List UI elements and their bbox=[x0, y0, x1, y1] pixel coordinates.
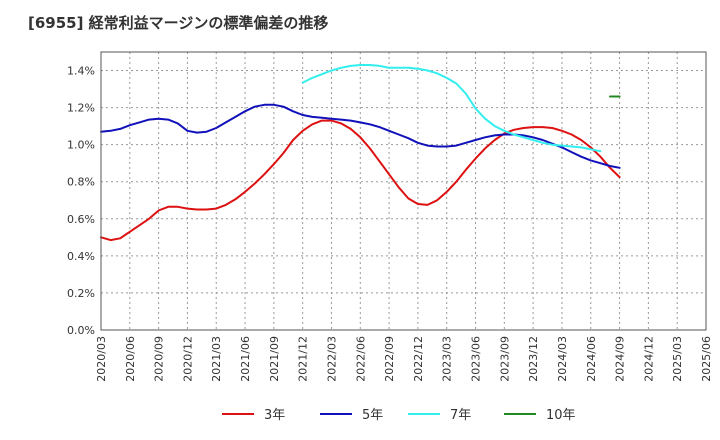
x-tick-label: 2022/03 bbox=[325, 336, 338, 382]
legend-label: 5年 bbox=[362, 408, 383, 423]
y-tick-label: 0.2% bbox=[67, 287, 95, 300]
x-tick-label: 2022/12 bbox=[412, 336, 425, 382]
series-line bbox=[301, 64, 602, 153]
series-line bbox=[100, 103, 621, 169]
grid-lines bbox=[101, 52, 706, 330]
x-tick-label: 2021/06 bbox=[239, 336, 252, 382]
legend: 3年 5年 7年 10年 bbox=[222, 408, 576, 423]
legend-label: 10年 bbox=[546, 408, 576, 423]
x-tick-label: 2020/12 bbox=[181, 336, 194, 382]
x-tick-label: 2024/03 bbox=[556, 336, 569, 382]
x-tick-label: 2023/12 bbox=[527, 336, 540, 382]
x-tick-label: 2024/06 bbox=[585, 336, 598, 382]
x-tick-label: 2024/09 bbox=[614, 336, 627, 382]
x-tick-label: 2024/12 bbox=[642, 336, 655, 382]
series-lines bbox=[100, 64, 621, 242]
x-tick-label: 2025/06 bbox=[700, 336, 713, 382]
y-tick-label: 0.0% bbox=[67, 324, 95, 337]
x-axis-ticks: 2020/03 2020/06 2020/09 2020/12 2021/03 2021/… bbox=[95, 336, 713, 382]
x-tick-label: 2023/09 bbox=[498, 336, 511, 382]
legend-label: 7年 bbox=[450, 408, 471, 423]
plot-frame bbox=[100, 51, 707, 331]
x-tick-label: 2023/03 bbox=[441, 336, 454, 382]
chart-title: [6955] 経常利益マージンの標準偏差の推移 bbox=[28, 14, 329, 32]
x-tick-label: 2021/09 bbox=[268, 336, 281, 382]
x-tick-label: 2020/06 bbox=[124, 336, 137, 382]
x-tick-label: 2022/06 bbox=[354, 336, 367, 382]
plot-background bbox=[101, 52, 706, 330]
series-line bbox=[100, 119, 621, 242]
x-tick-label: 2025/03 bbox=[671, 336, 684, 382]
x-tick-label: 2021/12 bbox=[297, 336, 310, 382]
x-tick-label: 2021/03 bbox=[210, 336, 223, 382]
legend-label: 3年 bbox=[264, 408, 285, 423]
x-tick-label: 2020/09 bbox=[153, 336, 166, 382]
y-axis-ticks: 0.0% 0.2% 0.4% 0.6% 0.8% 1.0% 1.2% 1.4% bbox=[67, 65, 95, 337]
x-tick-label: 2020/03 bbox=[95, 336, 108, 382]
y-tick-label: 0.8% bbox=[67, 176, 95, 189]
x-tick-label: 2022/09 bbox=[383, 336, 396, 382]
y-tick-label: 1.2% bbox=[67, 102, 95, 115]
x-tick-label: 2023/06 bbox=[470, 336, 483, 382]
y-tick-label: 0.4% bbox=[67, 250, 95, 263]
y-tick-label: 1.4% bbox=[67, 65, 95, 78]
y-tick-label: 0.6% bbox=[67, 213, 95, 226]
y-tick-label: 1.0% bbox=[67, 139, 95, 152]
